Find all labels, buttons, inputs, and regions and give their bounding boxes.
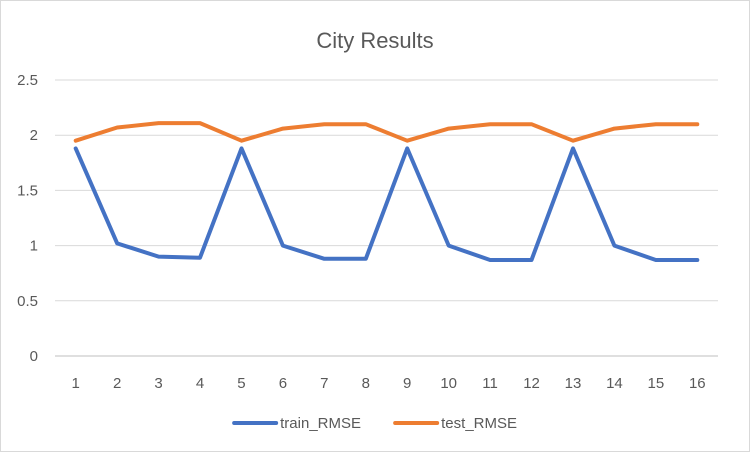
x-axis-ticks: 1 2 3 4 5 6 7 8 9 10 11 12 13 14 15 16 (72, 375, 706, 392)
x-tick-label: 10 (440, 375, 457, 392)
legend-label-test_RMSE: test_RMSE (441, 415, 517, 432)
grid-layer (55, 79, 718, 357)
y-tick-label: 1.5 (17, 182, 38, 199)
y-tick-label: 0 (30, 348, 38, 365)
x-tick-label: 2 (113, 375, 121, 392)
x-tick-label: 14 (606, 375, 623, 392)
x-tick-label: 5 (237, 375, 245, 392)
series-layer (73, 121, 700, 262)
y-tick-label: 2 (30, 127, 38, 144)
x-tick-label: 9 (403, 375, 411, 392)
x-tick-label: 15 (648, 375, 665, 392)
series-line-test_RMSE (73, 121, 700, 143)
x-tick-label: 13 (565, 375, 582, 392)
x-tick-label: 11 (482, 375, 498, 392)
x-tick-label: 12 (523, 375, 540, 392)
legend-label-train_RMSE: train_RMSE (280, 415, 361, 432)
x-tick-label: 1 (72, 375, 80, 392)
y-tick-label: 1 (30, 238, 38, 255)
x-tick-label: 6 (279, 375, 287, 392)
x-tick-label: 8 (362, 375, 370, 392)
x-tick-label: 7 (320, 375, 328, 392)
x-tick-label: 3 (154, 375, 162, 392)
y-tick-label: 0.5 (17, 293, 38, 310)
y-axis-ticks: 0 0.5 1 1.5 2 2.5 (17, 72, 38, 365)
y-tick-label: 2.5 (17, 72, 38, 89)
chart-title: City Results (316, 28, 433, 53)
x-tick-label: 16 (689, 375, 706, 392)
x-tick-label: 4 (196, 375, 204, 392)
legend: train_RMSE test_RMSE (232, 415, 517, 432)
series-line-train_RMSE (73, 146, 700, 262)
